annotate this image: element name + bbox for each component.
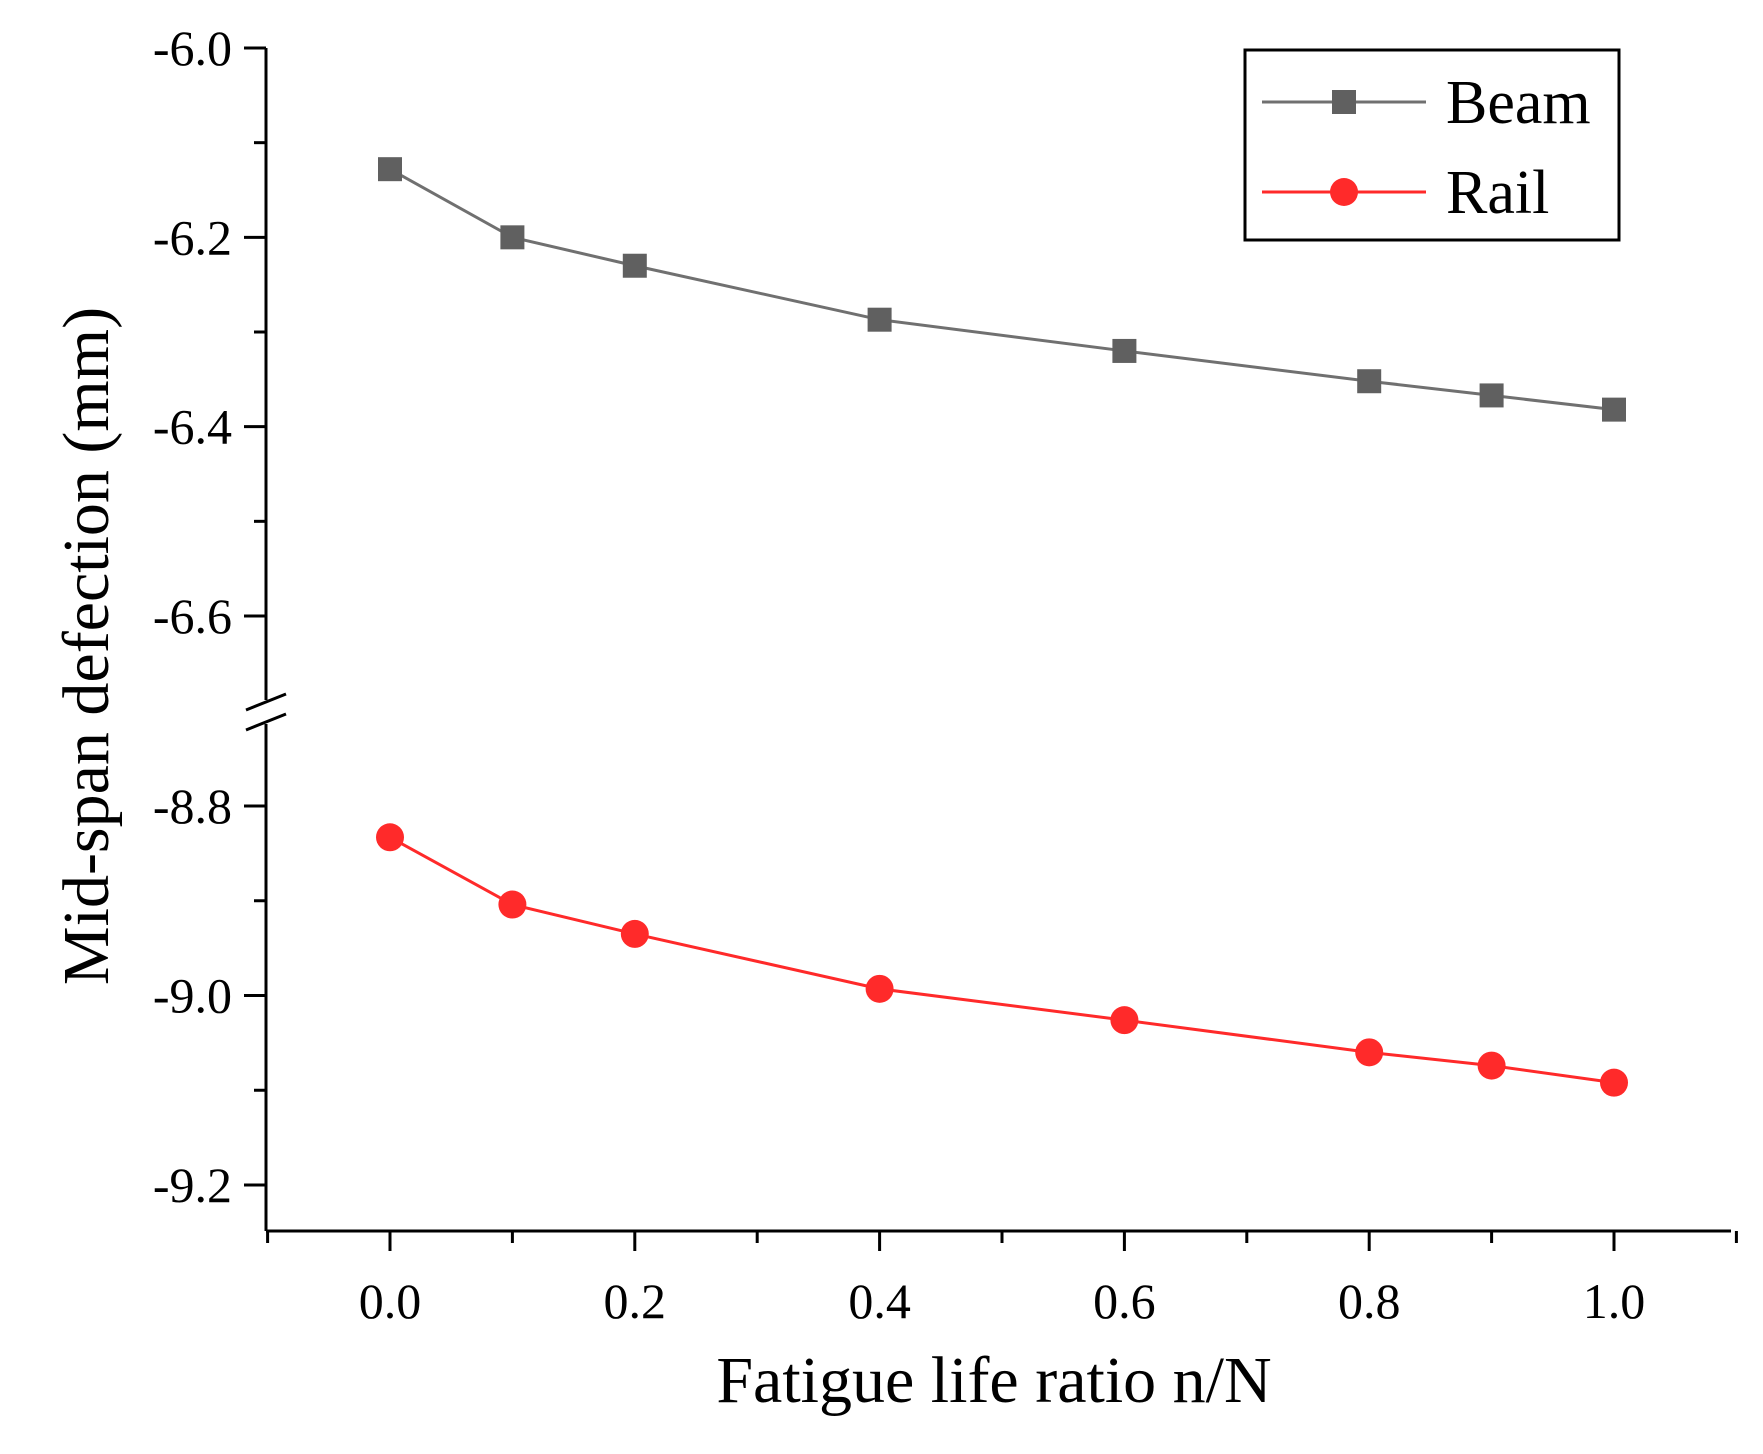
x-tick-label: 0.2 — [604, 1273, 667, 1329]
y-tick-label: -6.2 — [153, 209, 232, 265]
y-tick-label: -8.8 — [153, 778, 232, 834]
axis-break-mark — [245, 712, 287, 732]
beam-data-point — [500, 225, 525, 250]
rail-data-point — [1600, 1068, 1628, 1097]
x-tick-label: 0.0 — [359, 1273, 422, 1329]
beam-data-point — [867, 307, 892, 332]
beam-data-point — [1112, 338, 1137, 363]
beam-data-point — [1357, 369, 1382, 394]
y-tick-label: -6.0 — [153, 20, 232, 76]
rail-series-line — [389, 835, 1615, 1085]
axes: -6.0 -6.2 -6.4 -6.6 -8.8 -9.0 -9.2 0.0 0.2 0.4 0.6… — [153, 20, 1738, 1329]
rail-data-point — [1110, 1006, 1139, 1035]
y-tick-label: -6.4 — [153, 399, 232, 455]
beam-data-point — [1602, 397, 1626, 422]
legend: Beam Rail — [1243, 48, 1621, 242]
rail-data-point — [376, 823, 404, 852]
axis-break-mark — [245, 692, 287, 712]
rail-data-point — [865, 974, 894, 1003]
x-axis-title: Fatigue life ratio n/N — [716, 1344, 1271, 1417]
x-tick-label: 0.4 — [848, 1273, 911, 1329]
beam-legend-label: Beam — [1446, 69, 1591, 137]
rail-legend-marker — [1330, 178, 1358, 206]
y-tick-label: -9.0 — [153, 968, 232, 1024]
rail-legend-label: Rail — [1446, 159, 1549, 227]
x-tick-label: 0.6 — [1093, 1273, 1156, 1329]
legend-box — [1243, 48, 1621, 242]
beam-series-line — [389, 167, 1615, 412]
series-layer — [376, 157, 1628, 1097]
y-tick-label: -9.2 — [153, 1157, 232, 1213]
beam-data-point — [378, 157, 402, 182]
beam-legend-marker — [1332, 90, 1356, 114]
y-tick-label: -6.6 — [153, 588, 232, 644]
rail-data-point — [498, 890, 527, 919]
beam-data-point — [1479, 383, 1504, 408]
rail-data-point — [1477, 1051, 1506, 1080]
rail-data-point — [620, 919, 649, 948]
beam-data-point — [622, 253, 647, 278]
y-axis-title: Mid-span defection (mm) — [50, 307, 123, 985]
x-tick-label: 1.0 — [1583, 1273, 1646, 1329]
x-tick-label: 0.8 — [1338, 1273, 1401, 1329]
rail-data-point — [1355, 1038, 1384, 1067]
